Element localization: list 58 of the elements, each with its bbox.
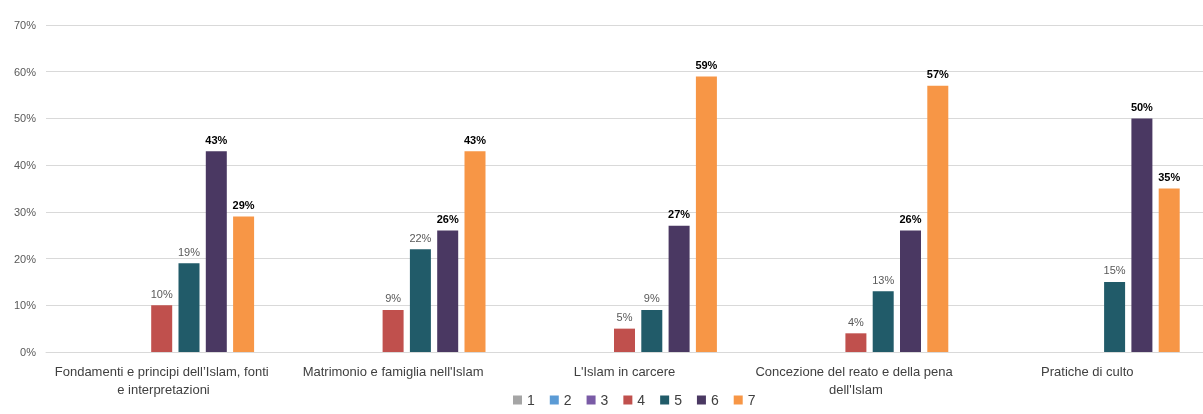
y-tick-label: 10% (13, 299, 37, 312)
bar (437, 230, 459, 352)
bar (614, 328, 635, 352)
bar (845, 333, 867, 352)
data-label: 26% (436, 213, 459, 226)
bar (927, 85, 949, 352)
legend-label: 2 (563, 392, 572, 408)
legend-label: 1 (527, 392, 535, 408)
data-label: 43% (463, 133, 487, 146)
y-tick-label: 0% (20, 346, 37, 358)
bar (900, 230, 921, 352)
x-tick-label: Pratiche di culto (1041, 363, 1134, 379)
x-tick-label: Fondamenti e principi dell’Islam, fonti e interpretazioni (54, 363, 269, 397)
bar (178, 263, 200, 352)
legend-label: 4 (637, 392, 646, 408)
bar (205, 151, 227, 352)
data-label: 43% (205, 133, 228, 146)
data-label: 22% (409, 231, 432, 244)
data-label: 5% (616, 311, 633, 324)
bar (695, 76, 717, 352)
bar (151, 305, 173, 352)
data-label: 29% (232, 199, 255, 212)
bar (641, 309, 663, 352)
data-label: 19% (177, 245, 201, 258)
bar (1131, 118, 1153, 352)
bar (382, 309, 404, 352)
data-label: 15% (1103, 264, 1126, 277)
y-tick-label: 70% (13, 19, 37, 31)
data-label: 10% (150, 287, 173, 300)
data-label: 59% (695, 58, 718, 71)
x-tick-label: L'Islam in carcere (573, 363, 676, 379)
y-tick-label: 40% (13, 159, 37, 172)
legend-label: 6 (710, 392, 719, 408)
data-label: 26% (899, 213, 922, 226)
bar (233, 216, 255, 352)
bar (464, 151, 486, 352)
data-label: 35% (1158, 171, 1181, 183)
bar (409, 249, 431, 352)
data-label: 9% (385, 292, 402, 305)
x-tick-label: Concezione del reato e della pena dell'Islam (755, 363, 957, 397)
y-tick-label: 20% (13, 252, 37, 265)
bar (668, 225, 690, 352)
legend-label: 3 (600, 392, 609, 408)
bar (872, 291, 894, 352)
bar (1104, 281, 1126, 352)
data-label: 9% (643, 292, 660, 305)
bar (1158, 188, 1180, 352)
data-label: 50% (1130, 100, 1154, 113)
data-label: 13% (872, 273, 895, 286)
y-tick-label: 50% (13, 112, 37, 125)
legend-label: 5 (674, 392, 683, 408)
data-label: 4% (847, 315, 865, 328)
data-label: 57% (926, 68, 950, 81)
x-tick-label: Matrimonio e famiglia nell'Islam (302, 363, 484, 379)
data-label: 27% (668, 208, 691, 221)
legend-label: 7 (747, 392, 756, 408)
y-tick-label: 60% (13, 65, 37, 78)
y-tick-label: 30% (13, 205, 37, 218)
